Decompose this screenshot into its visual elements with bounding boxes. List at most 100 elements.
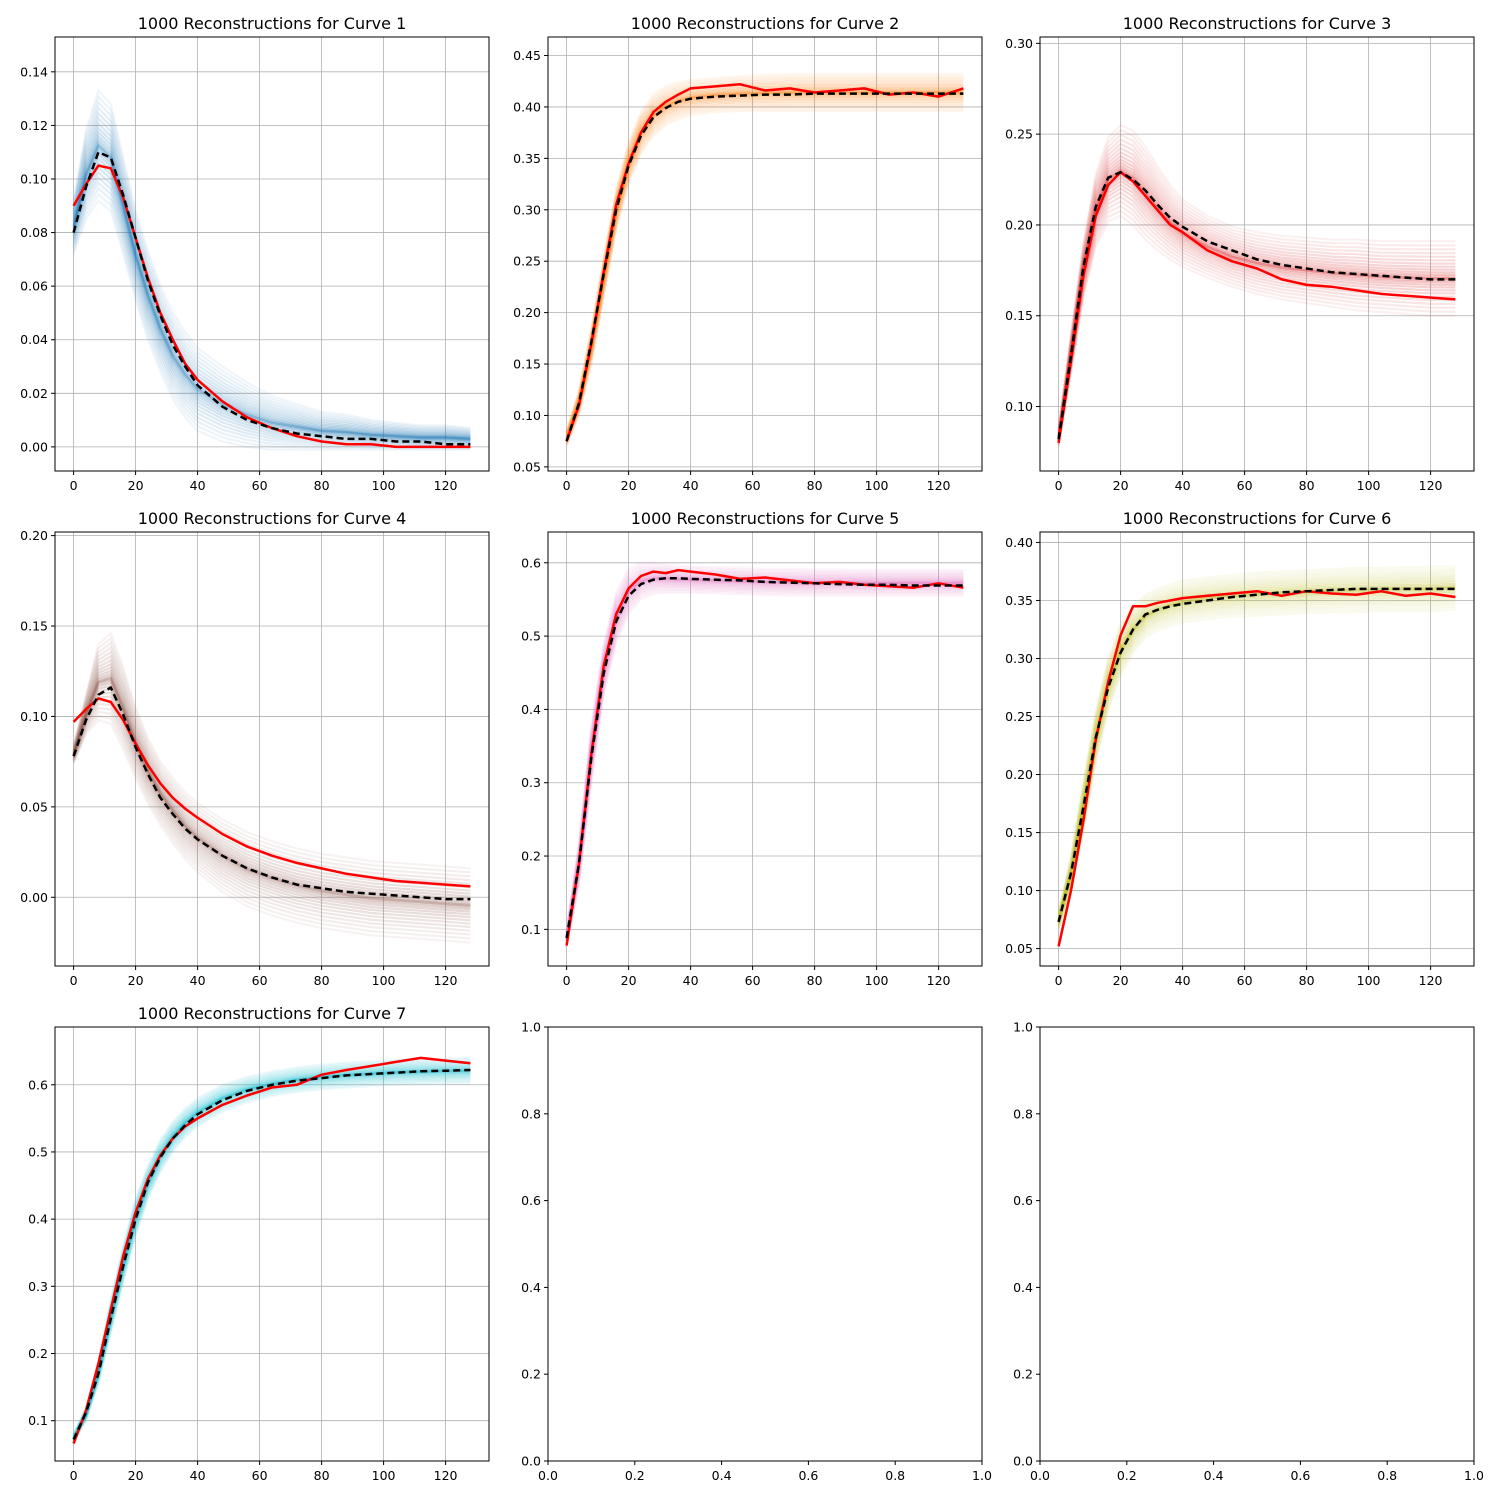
reconstruction-line: [565, 89, 964, 439]
reconstruction-line: [72, 714, 471, 940]
reconstruction-line: [565, 92, 964, 440]
plot-area: [565, 561, 964, 948]
reconstruction-line: [72, 1077, 471, 1442]
y-tick-label: 0.05: [513, 459, 541, 474]
y-tick-label: 0.08: [20, 225, 48, 240]
y-tick-label: 0.8: [1013, 1106, 1033, 1121]
reconstruction-line: [565, 578, 964, 940]
subplot-4: 0 20 40 60 80 100 120 0.00 0.05 0.10 0.15 0.20 1000 …: [20, 509, 490, 988]
reconstruction-line: [72, 1069, 471, 1439]
reconstruction-line: [1057, 564, 1456, 912]
x-tick-label: 40: [1175, 973, 1191, 988]
x-tick-label: 0.8: [1377, 1468, 1397, 1483]
mean-reconstruction-curve: [72, 150, 471, 446]
x-tick-label: 0: [70, 478, 78, 493]
reconstruction-line: [1057, 166, 1456, 438]
y-tick-label: 0.40: [1005, 535, 1033, 550]
axes-frame: [54, 1026, 490, 1462]
reconstruction-line: [72, 152, 471, 442]
reconstruction-line: [72, 691, 471, 919]
x-tick-label: 60: [252, 973, 268, 988]
x-tick-label: 0.6: [798, 1468, 818, 1483]
y-tick-label: 0.2: [1013, 1367, 1033, 1382]
x-tick-label: 80: [314, 478, 330, 493]
reconstruction-line: [72, 1065, 471, 1438]
x-tick-label: 60: [252, 1468, 268, 1483]
chart-title: 1000 Reconstructions for Curve 3: [1123, 14, 1392, 33]
x-tick-label: 80: [314, 973, 330, 988]
x-tick-label: 20: [128, 1468, 144, 1483]
y-tick-label: 0.00: [20, 439, 48, 454]
reconstruction-line: [1057, 209, 1456, 446]
mean-reconstruction-curve: [72, 686, 471, 901]
reconstruction-line: [565, 93, 964, 440]
reconstruction-line: [72, 1063, 471, 1437]
reconstruction-line: [72, 669, 471, 901]
reconstruction-line: [565, 94, 964, 441]
reconstruction-line: [1057, 569, 1456, 914]
reconstruction-line: [72, 1066, 471, 1438]
x-tick-label: 100: [865, 478, 889, 493]
axes-frame: [54, 531, 490, 967]
reconstruction-line: [1057, 575, 1456, 917]
mean-reconstruction-curve: [72, 1068, 471, 1441]
reconstruction-line: [72, 676, 471, 907]
subplot-2: 0 20 40 60 80 100 120 0.05 0.10 0.15 0.20 0.25 0.30 0…: [513, 14, 983, 493]
reconstruction-line: [72, 674, 471, 905]
reconstruction-line: [1057, 179, 1456, 440]
reconstruction-line: [72, 106, 471, 433]
reconstruction-line: [565, 569, 964, 935]
axes-frame: [547, 1026, 983, 1462]
y-tick-label: 0.6: [28, 1077, 48, 1092]
reconstruction-line: [72, 1071, 471, 1440]
reconstruction-line: [72, 149, 471, 442]
reconstruction-line: [72, 710, 471, 936]
plot-area: [72, 88, 471, 451]
subplot-7: 0 20 40 60 80 100 120 0.1 0.2 0.3 0.4 0.5 0.6 1000 Re…: [28, 1004, 490, 1483]
reconstruction-line: [72, 192, 471, 450]
reconstruction-line: [1057, 138, 1456, 432]
reconstruction-line: [1057, 595, 1456, 925]
y-tick-label: 0.4: [521, 702, 541, 717]
reconstruction-line: [1057, 173, 1456, 439]
chart-title: 1000 Reconstructions for Curve 4: [138, 509, 407, 528]
plot-area: [1057, 564, 1456, 947]
reconstruction-line: [565, 91, 964, 440]
subplot-1: 0 20 40 60 80 100 120 0.00 0.02 0.04 0.06 0.08 0.10 0…: [20, 14, 490, 493]
reconstruction-line: [565, 572, 964, 936]
reconstruction-line: [1057, 571, 1456, 915]
x-tick-label: 80: [1299, 478, 1315, 493]
reconstruction-line: [565, 577, 964, 939]
y-tick-label: 0.02: [20, 386, 48, 401]
reconstruction-line: [72, 706, 471, 932]
reconstruction-line: [72, 111, 471, 434]
reconstruction-line: [565, 100, 964, 443]
chart-title: 1000 Reconstructions for Curve 5: [631, 509, 900, 528]
reconstruction-line: [565, 107, 964, 446]
reconstruction-line: [1057, 128, 1456, 430]
x-tick-label: 0: [563, 973, 571, 988]
reconstruction-line: [565, 585, 964, 944]
reconstruction-line: [72, 1068, 471, 1439]
reconstruction-line: [565, 76, 964, 433]
reconstruction-line: [1057, 187, 1456, 442]
x-tick-label: 60: [745, 973, 761, 988]
y-tick-label: 0.15: [1005, 825, 1033, 840]
reconstruction-line: [565, 588, 964, 946]
reconstruction-line: [1057, 154, 1456, 435]
reconstruction-line: [72, 1056, 471, 1435]
reconstruction-line: [1057, 191, 1456, 442]
reconstruction-line: [72, 666, 471, 898]
y-tick-label: 0.2: [521, 849, 541, 864]
y-tick-label: 0.25: [1005, 127, 1033, 142]
reconstruction-line: [72, 703, 471, 929]
reconstruction-line: [72, 654, 471, 889]
reconstruction-line: [72, 679, 471, 909]
reconstruction-line: [1057, 577, 1456, 918]
reconstruction-line: [72, 658, 471, 892]
reconstruction-line: [1057, 597, 1456, 926]
axes-frame: [1039, 1026, 1475, 1462]
reconstruction-line: [72, 645, 471, 882]
reconstruction-line: [565, 568, 964, 934]
reconstruction-line: [565, 577, 964, 939]
